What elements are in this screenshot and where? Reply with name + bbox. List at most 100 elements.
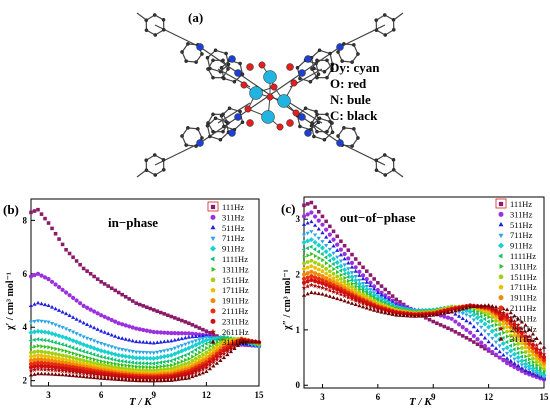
- legend-label: 2111Hz: [510, 303, 537, 313]
- data-point: [60, 356, 65, 361]
- data-point: [183, 376, 188, 380]
- data-point: [527, 353, 532, 358]
- data-point: [130, 360, 134, 365]
- data-point: [81, 358, 86, 363]
- data-point: [214, 337, 219, 343]
- data-point: [498, 336, 504, 341]
- data-point: [225, 352, 230, 357]
- data-point: [116, 352, 122, 358]
- data-point: [327, 273, 332, 278]
- data-point: [460, 306, 465, 311]
- data-point: [46, 361, 51, 366]
- data-point: [85, 355, 90, 360]
- data-point: [301, 239, 307, 245]
- data-point: [144, 351, 149, 355]
- data-point: [64, 349, 69, 354]
- data-point: [183, 342, 188, 347]
- data-point: [442, 324, 447, 329]
- legend-item: 511Hz: [498, 220, 533, 230]
- data-point: [508, 328, 513, 333]
- data-point: [130, 375, 136, 381]
- data-point: [32, 337, 36, 343]
- data-point: [183, 320, 188, 324]
- data-point: [537, 368, 542, 373]
- data-point: [113, 365, 118, 370]
- data-point: [200, 370, 205, 375]
- legend-label: 711Hz: [510, 230, 533, 240]
- data-point: [172, 346, 177, 351]
- data-point: [256, 339, 262, 344]
- data-point: [508, 333, 513, 338]
- data-point: [159, 364, 164, 369]
- data-point: [519, 358, 525, 364]
- data-point: [360, 284, 366, 290]
- data-point: [349, 278, 354, 283]
- data-point: [308, 282, 314, 288]
- carbon-atom: [312, 134, 316, 139]
- data-point: [346, 292, 351, 297]
- nitrogen-atom: [196, 139, 204, 147]
- data-point: [184, 357, 188, 363]
- data-point: [155, 340, 160, 345]
- y-tick-label: 4: [23, 322, 28, 332]
- data-point: [497, 355, 502, 360]
- data-point: [210, 277, 216, 282]
- data-point: [519, 341, 524, 346]
- data-point: [144, 305, 149, 309]
- data-point: [508, 315, 514, 321]
- data-point: [144, 361, 148, 366]
- y-tick-label: 2: [296, 270, 301, 280]
- data-point: [360, 276, 366, 281]
- data-point: [327, 269, 332, 274]
- data-point: [382, 308, 388, 313]
- data-point: [346, 282, 351, 287]
- data-point: [84, 371, 90, 376]
- legend-label: 1511Hz: [510, 272, 537, 282]
- carbon-atom: [232, 79, 237, 84]
- legend-dy: Dy: cyan: [330, 60, 380, 75]
- data-point: [200, 366, 206, 372]
- data-point: [28, 361, 34, 367]
- data-point: [346, 256, 351, 261]
- data-point: [342, 298, 347, 303]
- data-point: [95, 277, 100, 281]
- data-point: [74, 317, 79, 321]
- data-point: [116, 374, 122, 380]
- carbon-atom: [322, 69, 327, 74]
- data-point: [91, 352, 96, 357]
- legend: 111Hz311Hz511Hz711Hz911Hz1111Hz1311Hz151…: [207, 201, 249, 347]
- data-point: [119, 359, 124, 364]
- series-3111Hz: [28, 339, 262, 383]
- carbon-atom: [350, 144, 354, 148]
- data-point: [342, 271, 346, 276]
- data-point: [449, 328, 454, 332]
- carbon-atom: [200, 136, 204, 140]
- data-point: [324, 227, 329, 232]
- data-point: [154, 360, 159, 366]
- bond: [154, 142, 201, 166]
- data-point: [151, 329, 156, 335]
- data-point: [35, 357, 41, 362]
- carbon-atom: [391, 157, 396, 162]
- data-point: [200, 339, 206, 345]
- carbon-atom: [218, 137, 223, 142]
- data-point: [124, 363, 129, 368]
- data-point: [194, 324, 198, 329]
- data-point: [46, 303, 51, 308]
- carbon-atom: [382, 153, 387, 157]
- data-point: [338, 263, 344, 269]
- data-point: [512, 325, 517, 330]
- data-point: [305, 279, 310, 284]
- data-point: [327, 294, 332, 298]
- data-point: [197, 338, 202, 342]
- data-point: [46, 358, 51, 363]
- carbon-atom: [325, 75, 329, 80]
- data-point: [109, 356, 113, 362]
- data-point: [319, 285, 325, 290]
- data-point: [126, 359, 131, 365]
- data-point: [116, 366, 121, 370]
- data-point: [60, 287, 65, 292]
- carbon-atom: [310, 121, 314, 125]
- legend-highlight-box: [207, 201, 219, 212]
- bond: [154, 24, 201, 48]
